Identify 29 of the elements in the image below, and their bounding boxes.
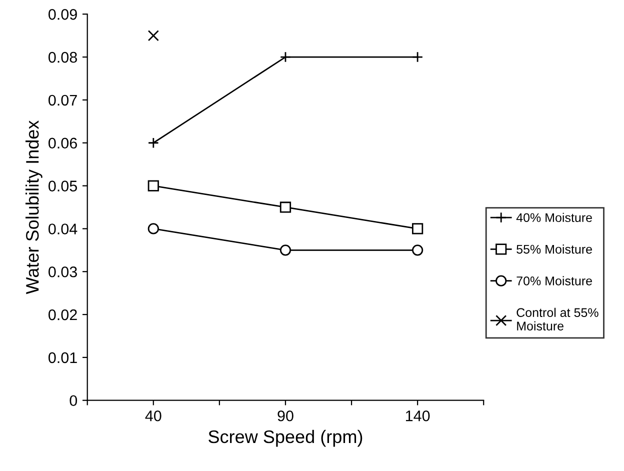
y-tick-label: 0 — [70, 395, 78, 406]
x-axis-title: Screw Speed (rpm) — [208, 430, 362, 447]
y-tick-label: 0.01 — [48, 352, 77, 364]
point — [280, 244, 292, 256]
y-tick-label: 0.04 — [48, 224, 78, 234]
point — [280, 51, 292, 63]
point — [148, 223, 159, 234]
y-tick-label: 0.06 — [48, 138, 77, 149]
x-tick-label: 140 — [406, 410, 430, 422]
legend-label: 70% Moisture — [516, 276, 592, 286]
x-tick-label: 90 — [278, 410, 294, 422]
y-tick-label: 0.08 — [48, 52, 77, 63]
y-tick-label: 0.02 — [48, 309, 77, 320]
y-axis-title: Water Solubility Index — [26, 120, 42, 294]
point — [148, 30, 159, 42]
y-tick-label: 0.05 — [48, 180, 77, 192]
point — [412, 51, 424, 63]
point — [148, 180, 159, 192]
point — [412, 223, 424, 234]
y-tick-label: 0.03 — [48, 266, 77, 278]
x-tick-label: 40 — [145, 410, 162, 422]
legend-label: Control at 55% Moisture — [516, 308, 598, 330]
legend-label: 55% Moisture — [516, 244, 592, 254]
y-tick-label: 0.07 — [48, 94, 77, 106]
point — [412, 244, 424, 256]
point — [280, 202, 292, 213]
y-tick-label: 0.09 — [48, 9, 77, 20]
point — [148, 137, 159, 148]
legend-label: 40% Moisture — [516, 212, 592, 222]
